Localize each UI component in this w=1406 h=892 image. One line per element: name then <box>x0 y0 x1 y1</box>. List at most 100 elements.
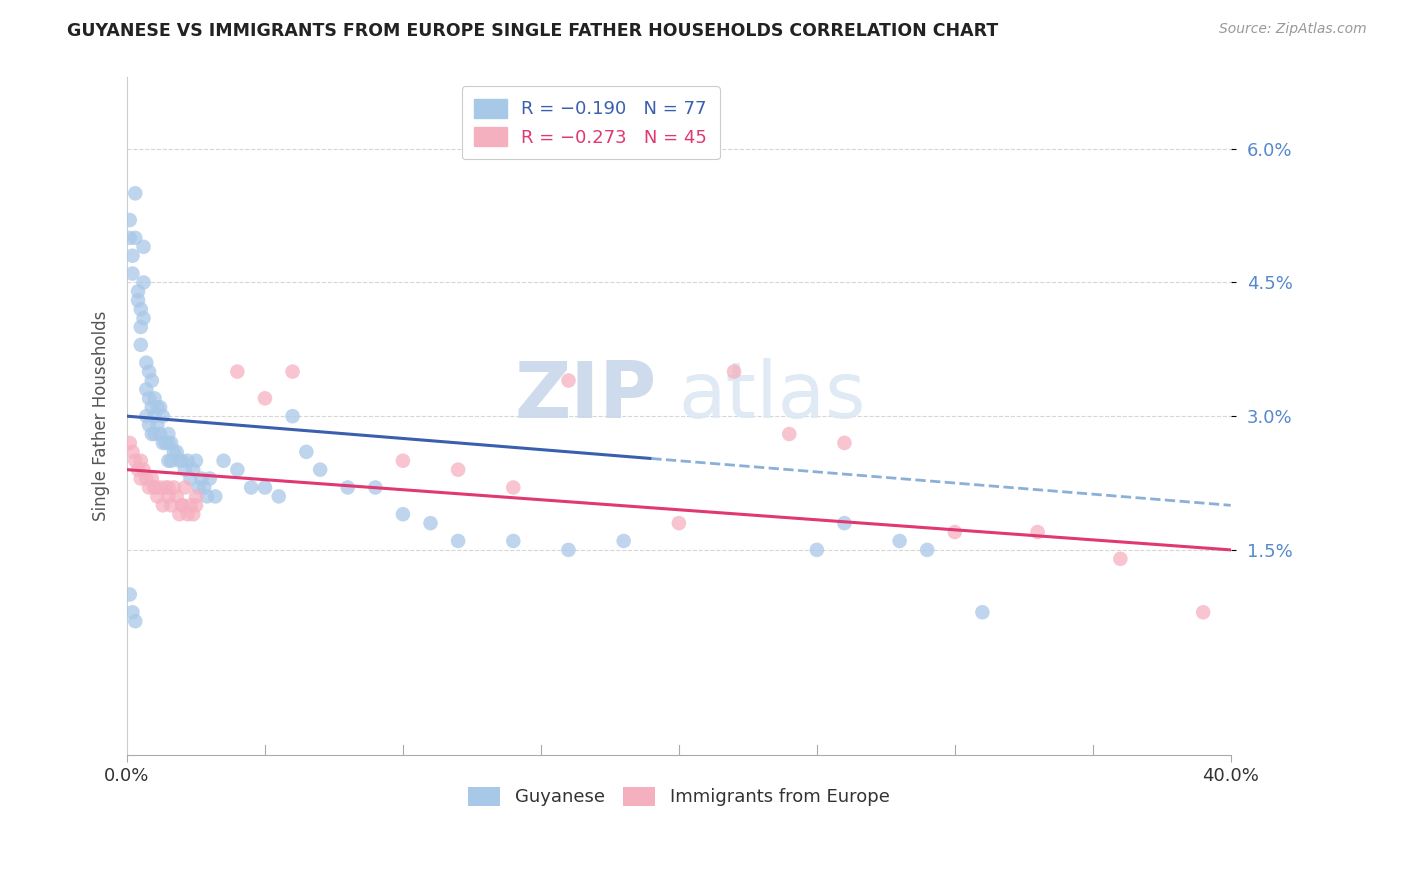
Point <box>187 481 209 495</box>
Point <box>806 542 828 557</box>
Point <box>281 365 304 379</box>
Point <box>132 463 155 477</box>
Point <box>124 186 146 201</box>
Point <box>155 481 177 495</box>
Point <box>152 436 174 450</box>
Point <box>834 436 856 450</box>
Point <box>152 498 174 512</box>
Point <box>143 481 166 495</box>
Point <box>132 311 155 326</box>
Point <box>157 481 180 495</box>
Point <box>129 472 152 486</box>
Point <box>129 454 152 468</box>
Text: atlas: atlas <box>679 358 866 434</box>
Point <box>143 481 166 495</box>
Point <box>364 481 387 495</box>
Point <box>502 533 524 548</box>
Point <box>118 436 141 450</box>
Point <box>129 320 152 334</box>
Point <box>166 489 188 503</box>
Point <box>177 454 200 468</box>
Point <box>943 524 966 539</box>
Point <box>668 516 690 530</box>
Point <box>281 409 304 424</box>
Point <box>834 516 856 530</box>
Point <box>179 498 201 512</box>
Point <box>124 231 146 245</box>
Point <box>146 401 169 415</box>
Point <box>309 463 332 477</box>
Point <box>143 427 166 442</box>
Point <box>129 338 152 352</box>
Point <box>172 454 194 468</box>
Point <box>121 445 143 459</box>
Point <box>152 409 174 424</box>
Point <box>204 489 226 503</box>
Point <box>157 489 180 503</box>
Point <box>169 454 191 468</box>
Point <box>1026 524 1049 539</box>
Point <box>132 240 155 254</box>
Point <box>160 498 183 512</box>
Point <box>141 374 163 388</box>
Point <box>155 436 177 450</box>
Point <box>295 445 318 459</box>
Point <box>253 481 276 495</box>
Point <box>138 392 160 406</box>
Point <box>149 481 172 495</box>
Point <box>181 463 204 477</box>
Point <box>138 418 160 433</box>
Point <box>972 605 994 619</box>
Point <box>138 481 160 495</box>
Point <box>146 489 169 503</box>
Point <box>127 463 149 477</box>
Point <box>1192 605 1215 619</box>
Point <box>253 392 276 406</box>
Text: Source: ZipAtlas.com: Source: ZipAtlas.com <box>1219 22 1367 37</box>
Point <box>141 401 163 415</box>
Point <box>174 481 197 495</box>
Point <box>157 436 180 450</box>
Point <box>160 436 183 450</box>
Point <box>915 542 938 557</box>
Point <box>163 481 186 495</box>
Point <box>447 463 470 477</box>
Point <box>557 374 579 388</box>
Point <box>181 507 204 521</box>
Point <box>121 605 143 619</box>
Point <box>198 472 221 486</box>
Point <box>127 285 149 299</box>
Point <box>226 365 249 379</box>
Point <box>392 454 415 468</box>
Point <box>190 472 212 486</box>
Point <box>212 454 235 468</box>
Point <box>129 302 152 317</box>
Point <box>157 454 180 468</box>
Point <box>132 276 155 290</box>
Point <box>146 418 169 433</box>
Point <box>778 427 800 442</box>
Point <box>141 427 163 442</box>
Point <box>240 481 263 495</box>
Point <box>502 481 524 495</box>
Text: ZIP: ZIP <box>515 358 657 434</box>
Point <box>613 533 636 548</box>
Point <box>127 293 149 308</box>
Point <box>226 463 249 477</box>
Point <box>118 587 141 601</box>
Point <box>392 507 415 521</box>
Point <box>121 249 143 263</box>
Point <box>135 472 157 486</box>
Point <box>138 365 160 379</box>
Point <box>149 427 172 442</box>
Point <box>172 498 194 512</box>
Point <box>149 401 172 415</box>
Point <box>160 454 183 468</box>
Point <box>124 614 146 628</box>
Point <box>124 454 146 468</box>
Point <box>447 533 470 548</box>
Point <box>557 542 579 557</box>
Point <box>172 498 194 512</box>
Point <box>723 365 745 379</box>
Point <box>193 481 215 495</box>
